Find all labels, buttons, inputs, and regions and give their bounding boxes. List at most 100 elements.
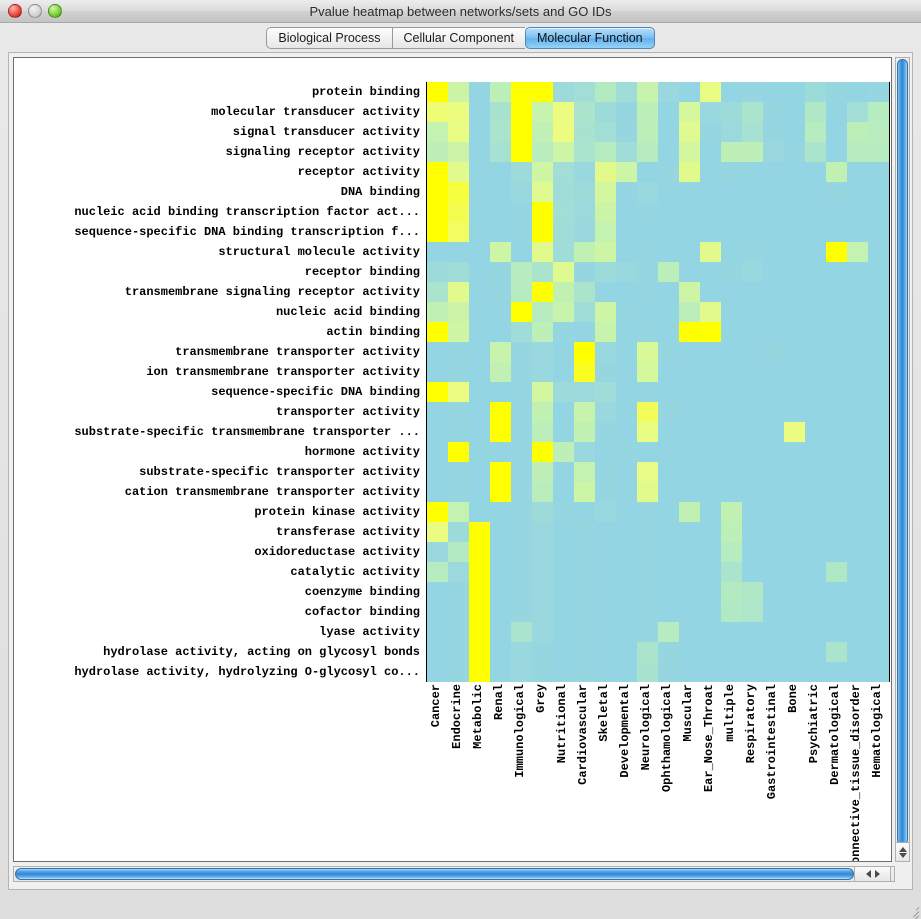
heatmap-cell[interactable] [679, 122, 700, 142]
heatmap-cell[interactable] [490, 302, 511, 322]
heatmap-cell[interactable] [616, 102, 637, 122]
heatmap-cell[interactable] [595, 382, 616, 402]
heatmap-cell[interactable] [469, 142, 490, 162]
heatmap-cell[interactable] [658, 602, 679, 622]
heatmap-cell[interactable] [805, 322, 826, 342]
heatmap-cell[interactable] [826, 562, 847, 582]
heatmap-cell[interactable] [469, 82, 490, 102]
heatmap-cell[interactable] [532, 322, 553, 342]
heatmap-cell[interactable] [532, 582, 553, 602]
heatmap-cell[interactable] [553, 322, 574, 342]
heatmap-cell[interactable] [595, 462, 616, 482]
heatmap-cell[interactable] [595, 362, 616, 382]
heatmap-cell[interactable] [721, 302, 742, 322]
heatmap-cell[interactable] [826, 142, 847, 162]
heatmap-cell[interactable] [847, 102, 868, 122]
heatmap-cell[interactable] [679, 102, 700, 122]
heatmap-cell[interactable] [574, 662, 595, 682]
heatmap-cell[interactable] [511, 182, 532, 202]
heatmap-cell[interactable] [805, 222, 826, 242]
heatmap-cell[interactable] [679, 402, 700, 422]
heatmap-cell[interactable] [532, 162, 553, 182]
heatmap-cell[interactable] [427, 162, 448, 182]
heatmap-cell[interactable] [868, 582, 889, 602]
heatmap-cell[interactable] [574, 202, 595, 222]
heatmap-cell[interactable] [700, 82, 721, 102]
heatmap-cell[interactable] [679, 662, 700, 682]
heatmap-cell[interactable] [574, 622, 595, 642]
heatmap-cell[interactable] [532, 662, 553, 682]
heatmap-cell[interactable] [847, 522, 868, 542]
heatmap-cell[interactable] [616, 342, 637, 362]
vertical-scroll-thumb[interactable] [897, 59, 908, 845]
heatmap-cell[interactable] [826, 382, 847, 402]
heatmap-cell[interactable] [679, 302, 700, 322]
heatmap-cell[interactable] [721, 282, 742, 302]
heatmap-cell[interactable] [637, 342, 658, 362]
heatmap-cell[interactable] [511, 602, 532, 622]
heatmap-cell[interactable] [826, 422, 847, 442]
heatmap-cell[interactable] [616, 82, 637, 102]
heatmap-cell[interactable] [616, 202, 637, 222]
heatmap-cell[interactable] [595, 582, 616, 602]
heatmap-cell[interactable] [742, 242, 763, 262]
heatmap-cell[interactable] [490, 322, 511, 342]
heatmap-cell[interactable] [511, 562, 532, 582]
heatmap-cell[interactable] [784, 342, 805, 362]
heatmap-cell[interactable] [448, 562, 469, 582]
heatmap-cell[interactable] [826, 462, 847, 482]
heatmap-cell[interactable] [448, 302, 469, 322]
heatmap-cell[interactable] [427, 122, 448, 142]
heatmap-cell[interactable] [742, 182, 763, 202]
heatmap-cell[interactable] [658, 222, 679, 242]
heatmap-cell[interactable] [847, 282, 868, 302]
heatmap-cell[interactable] [826, 242, 847, 262]
heatmap-cell[interactable] [427, 302, 448, 322]
heatmap-cell[interactable] [763, 262, 784, 282]
heatmap-cell[interactable] [511, 442, 532, 462]
heatmap-cell[interactable] [784, 522, 805, 542]
heatmap-cell[interactable] [721, 142, 742, 162]
heatmap-cell[interactable] [574, 282, 595, 302]
heatmap-cell[interactable] [448, 382, 469, 402]
heatmap-cell[interactable] [784, 422, 805, 442]
heatmap-cell[interactable] [805, 602, 826, 622]
heatmap-cell[interactable] [553, 262, 574, 282]
heatmap-cell[interactable] [847, 442, 868, 462]
heatmap-cell[interactable] [574, 402, 595, 422]
heatmap-cell[interactable] [868, 362, 889, 382]
heatmap-cell[interactable] [595, 662, 616, 682]
heatmap-cell[interactable] [721, 662, 742, 682]
heatmap-cell[interactable] [826, 482, 847, 502]
heatmap-cell[interactable] [847, 242, 868, 262]
heatmap-cell[interactable] [763, 322, 784, 342]
heatmap-cell[interactable] [700, 582, 721, 602]
heatmap-cell[interactable] [637, 242, 658, 262]
heatmap-cell[interactable] [826, 642, 847, 662]
heatmap-cell[interactable] [763, 142, 784, 162]
heatmap-cell[interactable] [784, 642, 805, 662]
heatmap-cell[interactable] [574, 422, 595, 442]
heatmap-cell[interactable] [532, 342, 553, 362]
heatmap-cell[interactable] [574, 382, 595, 402]
heatmap-cell[interactable] [868, 442, 889, 462]
heatmap-cell[interactable] [532, 602, 553, 622]
heatmap-cell[interactable] [679, 342, 700, 362]
heatmap-cell[interactable] [616, 282, 637, 302]
heatmap-cell[interactable] [721, 482, 742, 502]
heatmap-cell[interactable] [427, 562, 448, 582]
heatmap-cell[interactable] [847, 542, 868, 562]
heatmap-cell[interactable] [721, 522, 742, 542]
heatmap-cell[interactable] [532, 502, 553, 522]
heatmap-cell[interactable] [868, 422, 889, 442]
heatmap-cell[interactable] [448, 162, 469, 182]
heatmap-cell[interactable] [595, 102, 616, 122]
heatmap-cell[interactable] [700, 402, 721, 422]
heatmap-cell[interactable] [742, 422, 763, 442]
heatmap-cell[interactable] [658, 342, 679, 362]
heatmap-cell[interactable] [448, 582, 469, 602]
heatmap-cell[interactable] [721, 162, 742, 182]
heatmap-cell[interactable] [574, 602, 595, 622]
heatmap-cell[interactable] [784, 442, 805, 462]
heatmap-cell[interactable] [616, 542, 637, 562]
